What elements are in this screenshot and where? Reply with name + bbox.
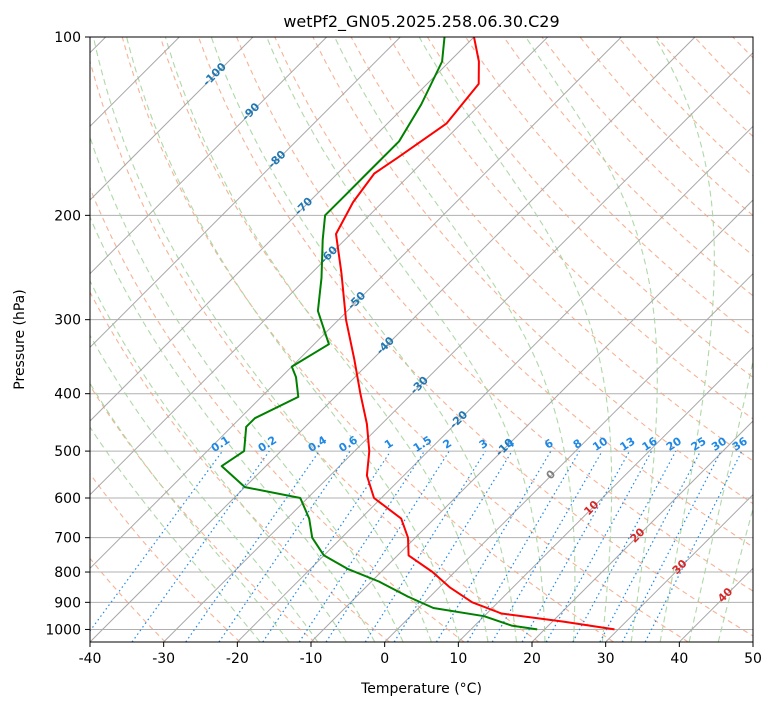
dry-adiabat-line	[503, 37, 753, 297]
x-tick-label: 20	[523, 651, 541, 667]
mixing-ratio-line-0.4	[185, 450, 320, 642]
dry-adiabat-line	[236, 37, 753, 592]
mixing-ratio-line-2	[325, 450, 450, 642]
pressure-grid	[90, 37, 753, 630]
dry-adiabat-line	[159, 37, 689, 642]
isotherms	[90, 37, 753, 642]
dry-adiabat-line	[90, 557, 166, 642]
isotherm-line-10	[457, 346, 753, 642]
isotherm-line-0	[384, 272, 753, 642]
y-tick-label: 800	[54, 565, 81, 581]
x-tick-label: -10	[300, 651, 323, 667]
y-tick-label: 200	[54, 208, 81, 224]
isotherm-line--50	[90, 37, 622, 570]
moist-adiabat-line	[334, 37, 576, 642]
y-tick-label: 100	[54, 30, 81, 46]
x-tick-label: 50	[744, 651, 762, 667]
x-tick-label: 40	[670, 651, 688, 667]
moist-adiabat-line	[90, 334, 319, 642]
moist-adiabat-line	[126, 37, 461, 642]
isotherm-line--30	[163, 51, 753, 642]
moist-adiabat-line	[90, 426, 261, 642]
moist-adiabats	[90, 37, 753, 642]
x-tick-label: 0	[380, 651, 389, 667]
dewpoint-line	[220, 37, 538, 631]
y-tick-label: 400	[54, 387, 81, 403]
mixing-ratio-lines	[90, 450, 743, 642]
mixing-ratio-line-20	[572, 450, 677, 642]
isotherm-line--100	[90, 37, 254, 201]
dry-adiabat-line	[350, 37, 753, 462]
moist-adiabat-line	[418, 37, 613, 642]
mixing-ratio-line-1.5	[298, 450, 425, 642]
dry-adiabat-line	[121, 37, 614, 642]
moist-adiabat-line	[90, 135, 404, 642]
dry-adiabat-line	[90, 186, 465, 642]
y-tick-label: 700	[54, 531, 81, 547]
y-axis-label: Pressure (hPa)	[12, 289, 28, 389]
plot-frame	[89, 36, 754, 643]
isotherm-line--60	[90, 37, 549, 496]
x-tick-label: -30	[152, 651, 175, 667]
x-axis: -40 -30 -20 -10 0 10 20 30 40 50	[79, 642, 762, 667]
isotherm-line--20	[236, 125, 753, 642]
sounding-series	[220, 37, 615, 631]
y-tick-label: 300	[54, 313, 81, 329]
y-tick-label: 600	[54, 491, 81, 507]
moist-adiabat-line	[525, 37, 658, 642]
isotherm-line-30	[605, 493, 753, 642]
y-axis: 100 200 300 400 500 600 700 800 900 1000	[45, 30, 90, 638]
mixing-ratio-line-13	[521, 450, 631, 642]
dry-adiabat-line	[90, 472, 241, 642]
mixing-ratio-line-6	[435, 450, 552, 642]
dry-adiabat-line	[274, 37, 753, 548]
x-tick-label: -40	[79, 651, 102, 667]
x-tick-label: 10	[449, 651, 467, 667]
isotherm-line--40	[90, 37, 696, 642]
moist-adiabat-line	[717, 506, 753, 642]
isotherm-line--10	[310, 199, 753, 642]
mixing-ratio-line-0.2	[131, 450, 270, 642]
x-axis-label: Temperature (°C)	[360, 681, 482, 697]
moist-adiabat-line	[688, 358, 753, 642]
mixing-ratio-line-16	[545, 450, 653, 642]
dry-adiabat-line	[312, 37, 753, 505]
isotherm-line--80	[90, 37, 401, 349]
mixing-ratio-line-8	[466, 450, 580, 642]
y-tick-label: 500	[54, 444, 81, 460]
moist-adiabat-line	[654, 37, 715, 642]
isotherm-line-20	[531, 420, 753, 642]
temperature-line	[335, 37, 615, 631]
y-tick-label: 1000	[45, 622, 81, 638]
x-tick-label: -20	[226, 651, 249, 667]
chart-title: wetPf2_GN05.2025.258.06.30.C29	[283, 12, 559, 32]
moist-adiabat-line	[210, 37, 518, 642]
dry-adiabat-line	[90, 59, 540, 642]
y-tick-label: 900	[54, 595, 81, 611]
dry-adiabat-line	[465, 37, 753, 338]
mixing-ratio-line-4	[393, 450, 513, 642]
mixing-ratio-line-10	[491, 450, 603, 642]
isotherm-line--70	[90, 37, 475, 422]
moist-adiabat-line	[90, 382, 290, 642]
moist-adiabat-line	[164, 37, 489, 642]
isotherm-line--90	[90, 37, 328, 275]
mixing-ratio-line-3	[364, 450, 486, 642]
moist-adiabat-line	[90, 215, 376, 642]
moist-adiabat-line	[266, 37, 546, 642]
plot-area: -100-90-80-70-60-50-40-30-20-10010203040…	[90, 37, 753, 642]
dry-adiabat-line	[388, 37, 753, 420]
dry-adiabat-line	[90, 290, 390, 642]
x-tick-label: 30	[597, 651, 615, 667]
